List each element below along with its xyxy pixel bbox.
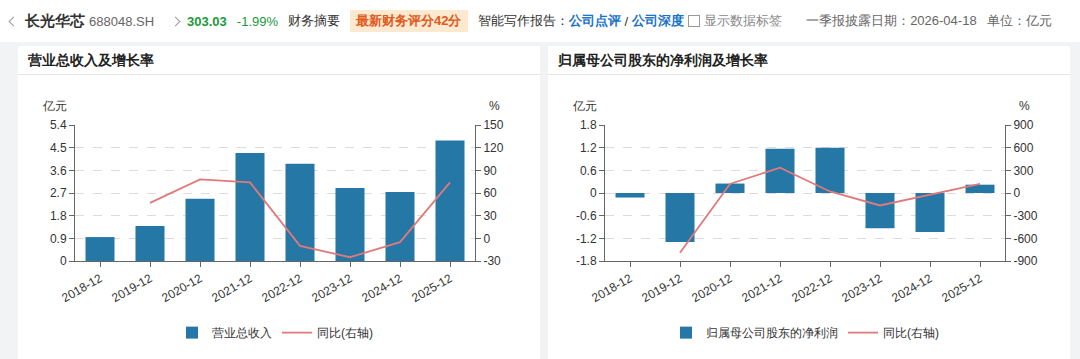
svg-text:90: 90 <box>483 164 497 178</box>
html-text:归属母公司股东的净利润及增长率: 归属母公司股东的净利润及增长率 <box>558 52 768 68</box>
svg-text:2023-12: 2023-12 <box>309 271 354 305</box>
svg-text:0: 0 <box>590 186 597 200</box>
svg-text:150: 150 <box>483 118 503 132</box>
html-text:最新财务评分42分: 最新财务评分42分 <box>356 13 462 28</box>
svg-text:亿元: 亿元 <box>572 99 597 113</box>
svg-text:0.9: 0.9 <box>50 232 67 246</box>
svg-text:2024-12: 2024-12 <box>359 271 404 305</box>
html-text:单位：亿元: 单位：亿元 <box>986 13 1052 28</box>
svg-text:1.8: 1.8 <box>50 209 67 223</box>
svg-text:60: 60 <box>483 186 497 200</box>
html-text:-1.99%: -1.99% <box>236 13 278 29</box>
html-text:长光华芯 688048.SH: 长光华芯 688048.SH <box>25 11 155 29</box>
svg-text:1.2: 1.2 <box>580 141 597 155</box>
html-text:一季报披露日期：2026-04-18: 一季报披露日期：2026-04-18 <box>806 13 977 28</box>
svg-text:0: 0 <box>60 254 67 268</box>
svg-text:1.8: 1.8 <box>580 118 597 132</box>
svg-text:归属母公司股东的净利润: 归属母公司股东的净利润 <box>706 326 838 340</box>
svg-text:2019-12: 2019-12 <box>109 271 154 305</box>
svg-text:%: % <box>1019 99 1030 113</box>
svg-text:0: 0 <box>1013 186 1020 200</box>
svg-text:-30: -30 <box>483 254 501 268</box>
svg-text:2019-12: 2019-12 <box>639 271 684 305</box>
svg-text:900: 900 <box>1013 118 1033 132</box>
svg-text:-600: -600 <box>1013 232 1037 246</box>
svg-text:2018-12: 2018-12 <box>589 271 634 305</box>
svg-text:2022-12: 2022-12 <box>789 271 834 305</box>
svg-text:%: % <box>489 99 500 113</box>
svg-text:0.6: 0.6 <box>580 164 597 178</box>
svg-text:同比(右轴): 同比(右轴) <box>317 326 373 340</box>
svg-text:亿元: 亿元 <box>42 99 67 113</box>
svg-text:2025-12: 2025-12 <box>939 271 984 305</box>
svg-text:2018-12: 2018-12 <box>59 271 104 305</box>
svg-text:2025-12: 2025-12 <box>409 271 454 305</box>
html-text:智能写作报告：公司点评 / 公司深度: 智能写作报告：公司点评 / 公司深度 <box>477 13 685 29</box>
svg-text:4.5: 4.5 <box>50 141 67 155</box>
svg-text:30: 30 <box>483 209 497 223</box>
svg-text:2021-12: 2021-12 <box>209 271 254 305</box>
html-text:303.03: 303.03 <box>187 13 227 29</box>
svg-text:同比(右轴): 同比(右轴) <box>883 326 939 340</box>
svg-text:营业总收入: 营业总收入 <box>212 326 272 340</box>
svg-text:-300: -300 <box>1013 209 1037 223</box>
svg-text:-0.6: -0.6 <box>576 209 597 223</box>
svg-text:0: 0 <box>483 232 490 246</box>
svg-text:5.4: 5.4 <box>50 118 67 132</box>
html-text:显示数据标签: 显示数据标签 <box>704 13 783 28</box>
svg-text:600: 600 <box>1013 141 1033 155</box>
html-text:营业总收入及增长率: 营业总收入及增长率 <box>28 52 154 68</box>
svg-text:120: 120 <box>483 141 503 155</box>
svg-text:2.7: 2.7 <box>50 186 67 200</box>
svg-text:3.6: 3.6 <box>50 164 67 178</box>
svg-text:2024-12: 2024-12 <box>889 271 934 305</box>
svg-text:2023-12: 2023-12 <box>839 271 884 305</box>
svg-text:-1.2: -1.2 <box>576 232 597 246</box>
svg-text:2020-12: 2020-12 <box>689 271 734 305</box>
svg-text:-1.8: -1.8 <box>576 254 597 268</box>
svg-text:-900: -900 <box>1013 254 1037 268</box>
html-text:财务摘要: 财务摘要 <box>288 13 340 28</box>
svg-text:2021-12: 2021-12 <box>739 271 784 305</box>
svg-text:2022-12: 2022-12 <box>259 271 304 305</box>
svg-text:300: 300 <box>1013 164 1033 178</box>
svg-text:2020-12: 2020-12 <box>159 271 204 305</box>
